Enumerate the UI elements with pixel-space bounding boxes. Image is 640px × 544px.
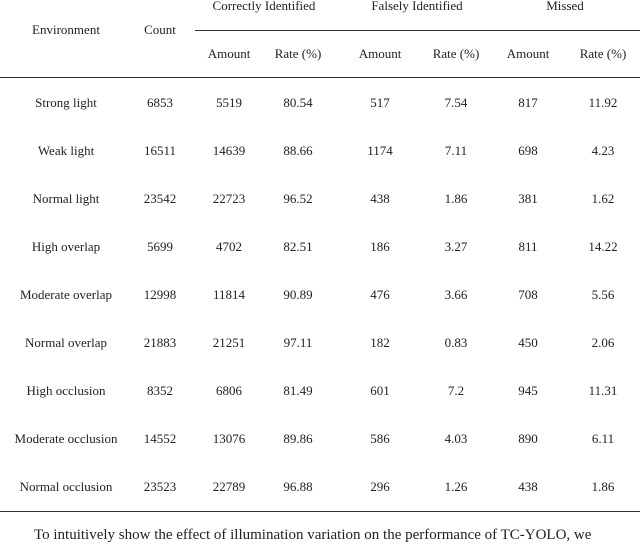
cell: 3.27	[444, 239, 468, 254]
header-environment: Environment	[32, 22, 100, 37]
subheader: Amount	[358, 46, 402, 61]
cell: 12998	[143, 287, 177, 302]
cell: 890	[518, 431, 538, 446]
cell: 438	[518, 479, 538, 494]
cell: 13076	[212, 431, 246, 446]
cell: 182	[370, 335, 390, 350]
cell: 22723	[212, 191, 246, 206]
cell: 450	[518, 335, 538, 350]
cell: 6853	[147, 95, 173, 110]
cell: 817	[518, 95, 538, 110]
row-label: Moderate overlap	[19, 287, 113, 302]
cell: 1.62	[591, 191, 615, 206]
cell: 2.06	[591, 335, 615, 350]
cell: 4.03	[444, 431, 468, 446]
cell: 517	[370, 95, 390, 110]
group-header: Missed	[546, 0, 584, 13]
cell: 945	[518, 383, 538, 398]
cell: 22789	[212, 479, 246, 494]
cell: 7.11	[444, 143, 468, 158]
group-rule	[195, 30, 640, 31]
cell: 23523	[143, 479, 177, 494]
cell: 7.54	[444, 95, 468, 110]
cell: 90.89	[283, 287, 313, 302]
cell: 1174	[367, 143, 393, 158]
subheader: Rate (%)	[274, 46, 322, 61]
subheader: Amount	[207, 46, 251, 61]
cell: 80.54	[283, 95, 313, 110]
cell: 698	[518, 143, 538, 158]
cell: 21883	[143, 335, 177, 350]
group-header: Correctly Identified	[212, 0, 316, 13]
cell: 16511	[143, 143, 177, 158]
cell: 14.22	[588, 239, 618, 254]
cell: 601	[370, 383, 390, 398]
header-rule	[0, 77, 640, 78]
cell: 88.66	[283, 143, 313, 158]
row-label: Normal overlap	[25, 335, 107, 350]
cell: 1.26	[444, 479, 468, 494]
subheader: Rate (%)	[432, 46, 480, 61]
cell: 1.86	[444, 191, 468, 206]
cell: 8352	[147, 383, 173, 398]
cell: 11814	[212, 287, 246, 302]
cell: 6806	[216, 383, 242, 398]
cell: 81.49	[283, 383, 313, 398]
cell: 6.11	[591, 431, 615, 446]
cell: 186	[370, 239, 390, 254]
cell: 5519	[216, 95, 242, 110]
cell: 14639	[212, 143, 246, 158]
row-label: Normal occlusion	[19, 479, 113, 494]
header-count: Count	[144, 22, 176, 37]
cell: 708	[518, 287, 538, 302]
cell: 381	[518, 191, 538, 206]
subheader: Rate (%)	[579, 46, 627, 61]
cell: 476	[370, 287, 390, 302]
cell: 296	[370, 479, 390, 494]
cell: 0.83	[444, 335, 468, 350]
cell: 811	[518, 239, 538, 254]
paragraph: To intuitively show the effect of illumi…	[34, 527, 592, 543]
cell: 21251	[212, 335, 246, 350]
row-label: Moderate occlusion	[14, 431, 118, 446]
cell: 14552	[143, 431, 177, 446]
cell: 4702	[216, 239, 242, 254]
cell: 82.51	[283, 239, 313, 254]
group-header: Falsely Identified	[371, 0, 463, 13]
cell: 89.86	[283, 431, 313, 446]
subheader: Amount	[506, 46, 550, 61]
cell: 4.23	[591, 143, 615, 158]
cell: 5.56	[591, 287, 615, 302]
cell: 11.31	[588, 383, 618, 398]
row-label: Normal light	[32, 191, 100, 206]
row-label: Strong light	[35, 95, 97, 110]
cell: 5699	[147, 239, 173, 254]
cell: 23542	[143, 191, 177, 206]
bottom-rule	[0, 511, 640, 512]
cell: 11.92	[588, 95, 618, 110]
cell: 96.88	[283, 479, 313, 494]
row-label: Weak light	[37, 143, 95, 158]
row-label: High overlap	[31, 239, 101, 254]
row-label: High occlusion	[26, 383, 106, 398]
cell: 7.2	[447, 383, 465, 398]
cell: 1.86	[591, 479, 615, 494]
cell: 586	[370, 431, 390, 446]
cell: 438	[370, 191, 390, 206]
cell: 96.52	[283, 191, 313, 206]
cell: 3.66	[444, 287, 468, 302]
cell: 97.11	[283, 335, 313, 350]
